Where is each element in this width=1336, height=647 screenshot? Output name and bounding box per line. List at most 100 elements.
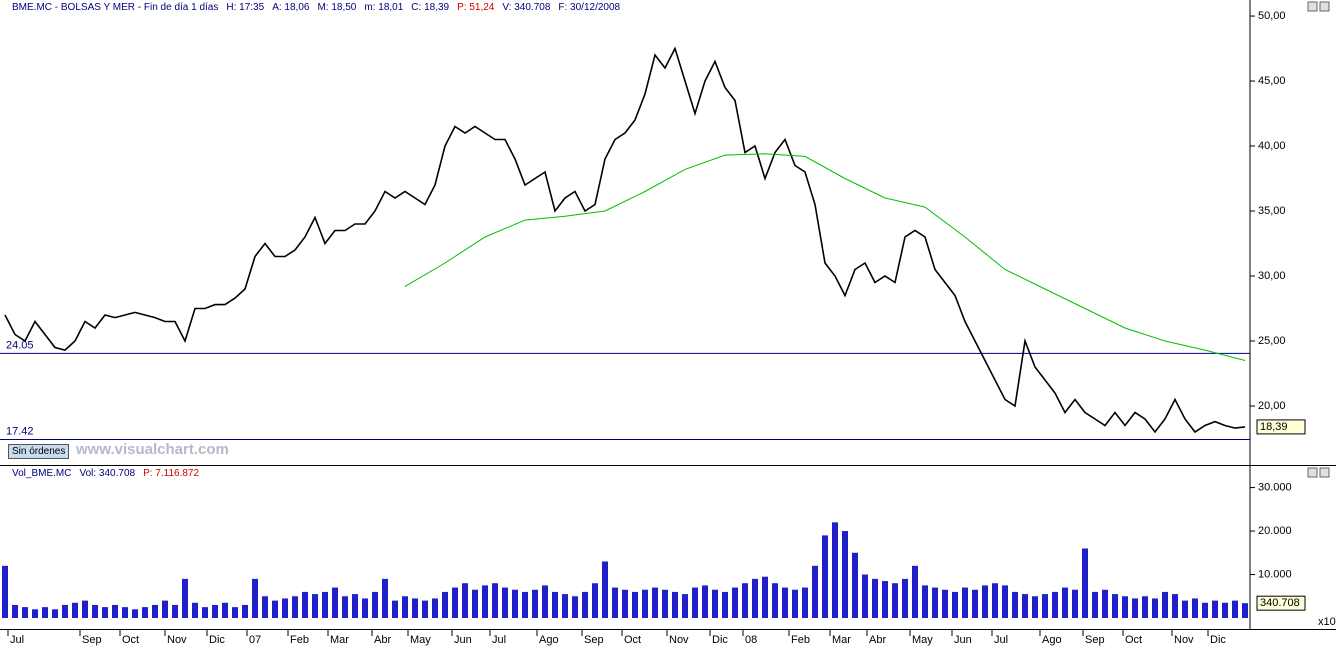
volume-bar (162, 600, 168, 618)
last-value-box (1256, 595, 1306, 611)
volume-bar (812, 565, 818, 618)
volume-bar (632, 591, 638, 618)
volume-bar (1192, 598, 1198, 618)
volume-bar (562, 594, 568, 618)
y-tick-label: 40,00 (1258, 140, 1286, 152)
header-item: C: 18,39 (411, 2, 450, 13)
volume-bar (402, 596, 408, 618)
volume-bar (12, 604, 18, 618)
window-button[interactable] (1307, 467, 1318, 478)
volume-bar (872, 578, 878, 618)
volume-bar (1152, 598, 1158, 618)
window-button[interactable] (1319, 1, 1330, 12)
volume-bar (732, 587, 738, 618)
volume-bar (62, 604, 68, 618)
x-tick-label: Dic (1210, 634, 1226, 646)
x-tick-label: Feb (290, 634, 309, 646)
volume-bar (372, 591, 378, 618)
volume-bar (1032, 596, 1038, 618)
volume-bar (1012, 591, 1018, 618)
volume-bar (462, 583, 468, 618)
x-tick-label: Oct (1125, 634, 1142, 646)
volume-bar (432, 598, 438, 618)
volume-bar (742, 583, 748, 618)
x-tick-label: Jul (994, 634, 1008, 646)
price-line (4, 46, 1246, 434)
orders-button[interactable]: Sin órdenes (8, 444, 70, 459)
window-button[interactable] (1319, 467, 1330, 478)
x-tick-label: Abr (374, 634, 391, 646)
volume-bar (32, 609, 38, 618)
y-tick-label: 10.000 (1258, 568, 1292, 580)
volume-bar (782, 587, 788, 618)
level-label: 24.05 (6, 339, 34, 351)
volume-bar (862, 574, 868, 618)
y-tick-label: 20,00 (1258, 400, 1286, 412)
y-tick-label: 45,00 (1258, 75, 1286, 87)
volume-bar (442, 591, 448, 618)
volume-bar (1222, 602, 1228, 618)
last-value-label: 18,39 (1260, 421, 1288, 433)
volume-bar (212, 604, 218, 618)
volume-bar (412, 598, 418, 618)
volume-bar (292, 596, 298, 618)
volume-bar (152, 604, 158, 618)
volume-bar (772, 583, 778, 618)
volume-bar (1002, 585, 1008, 618)
volume-bar (522, 591, 528, 618)
volume-bar (1052, 591, 1058, 618)
volume-bar (652, 587, 658, 618)
x-tick-label: Abr (869, 634, 886, 646)
volume-bar (1042, 594, 1048, 618)
volume-bar (762, 576, 768, 618)
x-tick-label: Nov (1174, 634, 1194, 646)
window-button[interactable] (1307, 1, 1318, 12)
y-tick-label: 25,00 (1258, 335, 1286, 347)
volume-bar (662, 589, 668, 618)
volume-bar (582, 591, 588, 618)
volume-bar (672, 591, 678, 618)
volume-bar (272, 600, 278, 618)
y-tick-label: 20.000 (1258, 525, 1292, 537)
volume-bar (252, 578, 258, 618)
volume-bar (122, 607, 128, 618)
volume-bar (892, 583, 898, 618)
volume-bar (1202, 602, 1208, 618)
volume-bar (242, 604, 248, 618)
x-tick-label: Nov (669, 634, 689, 646)
volume-bar (492, 583, 498, 618)
volume-header: Vol_BME.MC Vol: 340.708 P: 7.116.872 (12, 468, 199, 479)
unit-note: x100 (1318, 616, 1336, 628)
volume-bar (702, 585, 708, 618)
volume-bar (552, 591, 558, 618)
volume-bar (842, 531, 848, 618)
volume-bar (222, 602, 228, 618)
volume-bar (172, 604, 178, 618)
volume-bar (1092, 591, 1098, 618)
volume-bar (312, 594, 318, 618)
volume-bar (592, 583, 598, 618)
volume-bar (792, 589, 798, 618)
volume-bar (72, 602, 78, 618)
x-tick-label: Jun (954, 634, 972, 646)
volume-bar (852, 552, 858, 618)
volume-bar (752, 578, 758, 618)
volume-bar (1102, 589, 1108, 618)
x-tick-label: Jun (454, 634, 472, 646)
volume-bar (1072, 589, 1078, 618)
x-tick-label: 07 (249, 634, 261, 646)
volume-bar (1172, 594, 1178, 618)
volume-bar (692, 587, 698, 618)
x-tick-label: Jul (10, 634, 24, 646)
volume-bar (182, 578, 188, 618)
volume-bar (912, 565, 918, 618)
x-tick-label: Ago (1042, 634, 1062, 646)
volume-bar (202, 607, 208, 618)
volume-bar (102, 607, 108, 618)
x-tick-label: Sep (584, 634, 604, 646)
x-tick-label: Oct (122, 634, 139, 646)
volume-bar (542, 585, 548, 618)
header-item: BME.MC - BOLSAS Y MER - Fin de día 1 día… (12, 2, 219, 13)
